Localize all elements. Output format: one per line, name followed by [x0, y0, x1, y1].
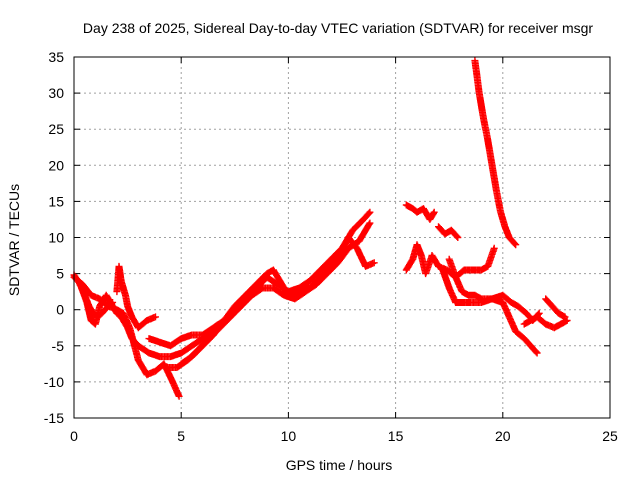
data-points	[70, 57, 571, 400]
series-track-d	[74, 277, 117, 321]
y-tick-labels: -15 -10 -5 0 5 10 15 20 25 30 35	[44, 49, 64, 426]
y-tick-label: 15	[48, 193, 64, 209]
y-tick-label: -10	[44, 374, 64, 390]
x-tick-label: 25	[602, 428, 618, 444]
x-axis-label: GPS time / hours	[286, 457, 393, 473]
y-tick-label: 5	[56, 266, 64, 282]
series-track-o	[542, 295, 569, 321]
y-tick-label: 10	[48, 230, 64, 246]
series-track-c	[113, 262, 159, 332]
series-track-j	[435, 223, 462, 241]
data-point-marks	[162, 219, 374, 371]
series-track-g	[162, 219, 374, 371]
y-tick-label: 20	[48, 157, 64, 173]
data-point-marks	[520, 313, 571, 332]
y-tick-label: 0	[56, 302, 64, 318]
series-track-f	[177, 234, 378, 368]
data-point-marks	[402, 201, 438, 223]
x-tick-label: 15	[388, 428, 404, 444]
data-point-marks	[74, 277, 117, 321]
series-track-m	[471, 57, 520, 249]
y-tick-label: 25	[48, 121, 64, 137]
chart-title: Day 238 of 2025, Sidereal Day-to-day VTE…	[83, 20, 593, 36]
x-tick-labels: 0 5 10 15 20 25	[70, 428, 618, 444]
x-tick-label: 20	[495, 428, 511, 444]
grid	[74, 57, 610, 418]
plot-frame	[73, 56, 611, 419]
y-tick-label: -5	[52, 338, 65, 354]
data-point-marks	[471, 57, 520, 249]
y-axis-label: SDTVAR / TECUs	[6, 184, 22, 296]
series-track-i	[402, 201, 438, 223]
x-tick-label: 0	[70, 428, 78, 444]
data-point-marks	[435, 223, 462, 241]
data-point-marks	[177, 234, 378, 368]
x-tick-label: 5	[177, 428, 185, 444]
y-tick-label: -15	[44, 410, 64, 426]
series-track-n	[520, 313, 571, 332]
y-tick-label: 35	[48, 49, 64, 65]
x-tick-label: 10	[281, 428, 297, 444]
data-point-marks	[113, 262, 159, 332]
data-point-marks	[542, 295, 569, 321]
y-tick-label: 30	[48, 85, 64, 101]
